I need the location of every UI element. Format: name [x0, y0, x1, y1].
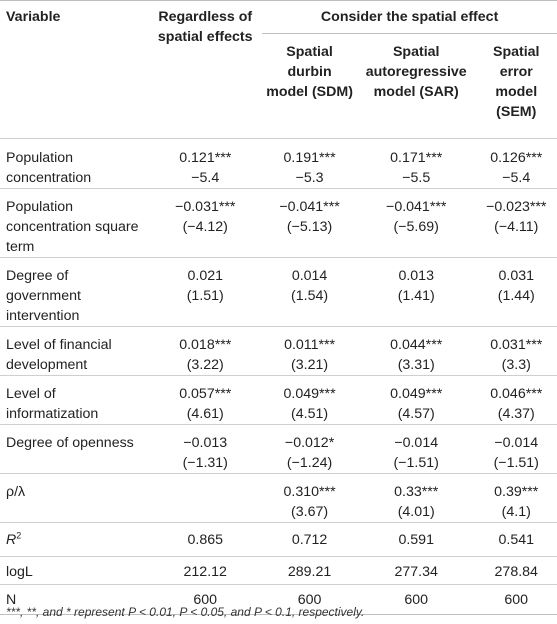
cell: −0.012* (−1.24) [262, 424, 357, 474]
table-row: Degree of government intervention 0.021(… [0, 257, 557, 327]
cell: 0.126*** −5.4 [475, 138, 557, 189]
cell: 0.057*** (4.61) [148, 375, 263, 425]
cell: 0.031 (1.44) [475, 257, 557, 327]
table-row: Level of financial development 0.018***(… [0, 326, 557, 376]
table-row: Population concentration 0.121*** −5.4 0.… [0, 138, 557, 189]
cell: 600 [475, 584, 557, 615]
row-label: Population concentration [0, 138, 149, 189]
cell: 0.712 [262, 522, 357, 557]
table-row: logL 212.12 289.21 277.34 278.84 [0, 556, 557, 585]
table-row: Population concentration square term −0.… [0, 188, 557, 258]
cell: 0.121*** −5.4 [148, 138, 263, 189]
cell: 0.049*** (4.51) [262, 375, 357, 425]
cell: 0.014 (1.54) [262, 257, 357, 327]
header-variable: Variable [6, 9, 61, 25]
table-row: Degree of openness −0.013 (−1.31) −0.012*… [0, 424, 557, 474]
cell: 0.018*** (3.22) [148, 326, 263, 376]
row-label: Level of informatization [0, 375, 149, 425]
table-footnote: ***, **, and * represent P < 0.01, P < 0… [6, 605, 365, 619]
cell: 0.046*** (4.37) [475, 375, 557, 425]
row-label: Level of financial development [0, 326, 149, 376]
cell: 600 [356, 584, 476, 615]
cell: 0.031*** (3.3) [475, 326, 557, 376]
cell: −0.014 (−1.51) [356, 424, 476, 474]
cell: 0.013 (1.41) [356, 257, 476, 327]
cell: 289.21 [262, 556, 357, 585]
cell: 0.191*** −5.3 [262, 138, 357, 189]
header-regardless: Regardless of spatial effects [157, 9, 253, 45]
cell: 0.011*** (3.21) [262, 326, 357, 376]
header-sdm: Spatial durbin model (SDM) [266, 44, 353, 100]
cell: −0.014 (−1.51) [475, 424, 557, 474]
cell: 277.34 [356, 556, 476, 585]
cell [148, 473, 263, 523]
cell: 212.12 [148, 556, 263, 585]
cell: −0.023*** (−4.11) [475, 188, 557, 258]
header-sem: Spatial error model (SEM) [492, 44, 540, 120]
row-label: Degree of government intervention [0, 257, 149, 327]
cell: 278.84 [475, 556, 557, 585]
cell: 0.310*** (3.67) [262, 473, 357, 523]
row-label: ρ/λ [0, 473, 149, 523]
cell: 0.865 [148, 522, 263, 557]
table-row: Level of informatization 0.057*** (4.61) … [0, 375, 557, 425]
header-consider: Consider the spatial effect [262, 0, 557, 34]
header-sar: Spatial autoregressive model (SAR) [365, 44, 467, 100]
row-label: Degree of openness [0, 424, 149, 474]
cell: −0.041*** (−5.13) [262, 188, 357, 258]
cell: 0.171*** −5.5 [356, 138, 476, 189]
cell: 0.39*** (4.1) [475, 473, 557, 523]
table-row: ρ/λ 0.310*** (3.67) 0.33*** (4.01) 0.39***… [0, 473, 557, 523]
row-label: N [0, 584, 149, 615]
cell: 0.33*** (4.01) [356, 473, 476, 523]
cell: −0.031*** (−4.12) [148, 188, 263, 258]
cell: 600 [262, 584, 357, 615]
row-label: Population concentration square term [0, 188, 149, 258]
cell: 0.044*** (3.31) [356, 326, 476, 376]
cell: −0.013 (−1.31) [148, 424, 263, 474]
cell: 0.591 [356, 522, 476, 557]
table-row: R2 0.865 0.712 0.591 0.541 [0, 522, 557, 557]
cell: 0.541 [475, 522, 557, 557]
row-label: logL [0, 556, 149, 585]
row-label: R2 [0, 522, 149, 557]
table-row: N 600 600 600 600 [0, 584, 557, 615]
cell: 0.049*** (4.57) [356, 375, 476, 425]
cell: 600 [148, 584, 263, 615]
cell: 0.021 (1.51) [148, 257, 263, 327]
cell: −0.041*** (−5.69) [356, 188, 476, 258]
